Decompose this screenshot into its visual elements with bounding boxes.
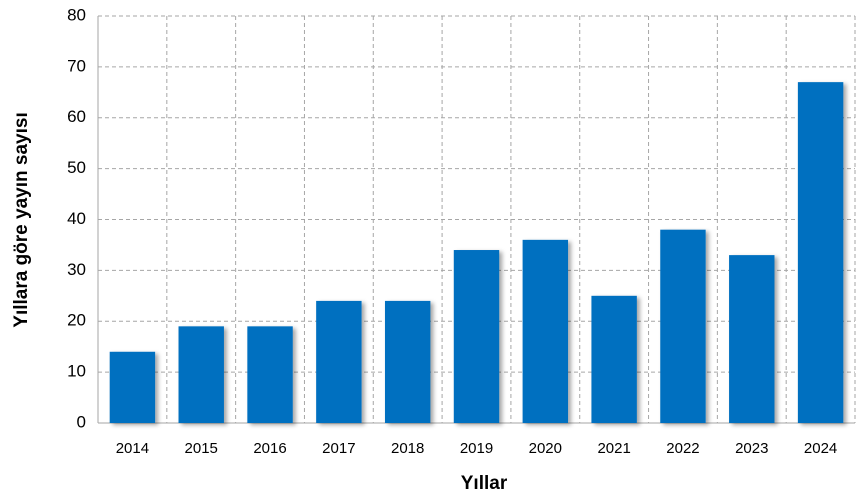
- x-tick-label: 2016: [253, 440, 286, 457]
- y-axis-label: Yıllara göre yayın sayısı: [11, 112, 32, 327]
- x-tick-label: 2023: [735, 440, 768, 457]
- y-tick-label: 20: [67, 311, 86, 330]
- x-tick-label: 2018: [391, 440, 424, 457]
- bar: [316, 300, 362, 423]
- x-axis-label: Yıllar: [461, 473, 508, 494]
- y-tick-label: 40: [67, 209, 86, 228]
- x-tick-label: 2014: [116, 440, 149, 457]
- y-tick-label: 0: [77, 412, 86, 431]
- bar: [797, 82, 844, 423]
- bar: [109, 351, 156, 423]
- y-tick-label: 80: [67, 5, 86, 24]
- y-tick-label: 10: [67, 362, 86, 381]
- x-tick-label: 2019: [460, 440, 493, 457]
- bar: [522, 239, 569, 423]
- bar: [247, 326, 293, 423]
- y-tick-label: 70: [67, 56, 86, 75]
- bar: [453, 250, 500, 423]
- bar: [178, 326, 224, 423]
- y-tick-label: 60: [67, 107, 86, 126]
- bar: [729, 255, 775, 423]
- x-tick-label: 2024: [804, 440, 837, 457]
- y-tick-label: 50: [67, 158, 86, 177]
- x-tick-label: 2017: [322, 440, 355, 457]
- x-tick-label: 2015: [185, 440, 218, 457]
- bar: [660, 229, 706, 423]
- x-tick-label: 2022: [666, 440, 699, 457]
- y-tick-label: 30: [67, 260, 86, 279]
- bar: [384, 300, 431, 423]
- x-tick-label: 2020: [529, 440, 562, 457]
- x-tick-label: 2021: [597, 440, 630, 457]
- bar: [591, 295, 637, 423]
